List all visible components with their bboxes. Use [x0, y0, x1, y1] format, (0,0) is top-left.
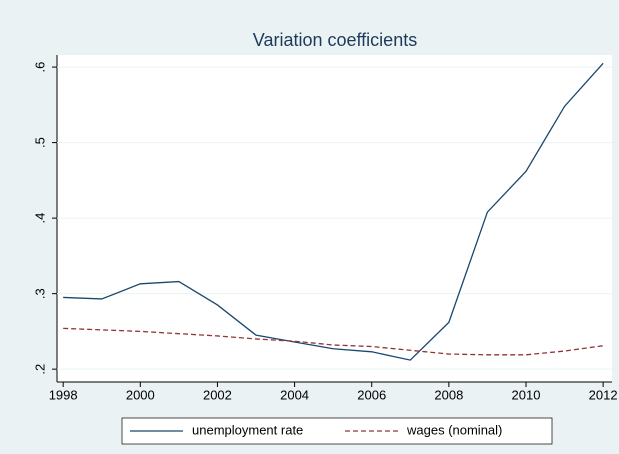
chart-title: Variation coefficients — [253, 30, 417, 50]
y-tick-label: .2 — [32, 364, 47, 375]
x-tick-label: 2006 — [357, 387, 386, 402]
x-tick-label: 2008 — [434, 387, 463, 402]
y-tick-label: .4 — [32, 213, 47, 224]
y-tick-label: .3 — [32, 288, 47, 299]
x-tick-label: 2012 — [589, 387, 618, 402]
legend-box — [121, 417, 553, 445]
y-tick-label: .5 — [32, 137, 47, 148]
x-tick-label: 2004 — [280, 387, 309, 402]
legend-label: unemployment rate — [192, 422, 303, 437]
x-tick-label: 2010 — [512, 387, 541, 402]
line — [63, 62, 604, 361]
x-tick-label: 2002 — [203, 387, 232, 402]
y-tick-label: .6 — [32, 62, 47, 73]
line — [63, 327, 604, 356]
x-tick-label: 1998 — [49, 387, 78, 402]
x-tick-label: 2000 — [126, 387, 155, 402]
legend-label: wages (nominal) — [406, 422, 502, 437]
